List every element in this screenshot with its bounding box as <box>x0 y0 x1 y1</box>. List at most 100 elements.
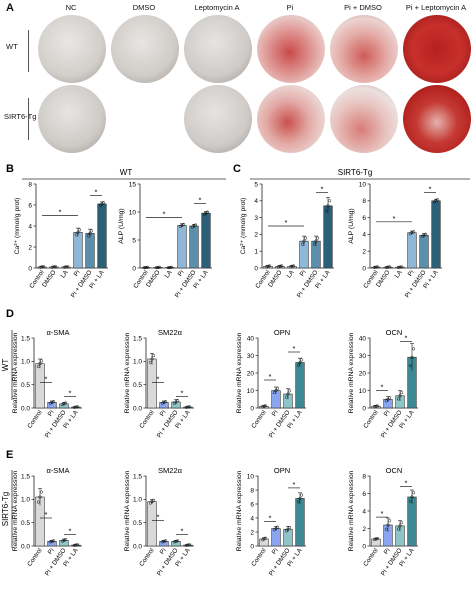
row-divider <box>28 30 29 72</box>
data-point <box>60 539 64 543</box>
data-point <box>78 228 82 232</box>
data-point <box>400 265 404 269</box>
y-tick-label: 30 <box>247 353 255 360</box>
y-axis-label: Relative mRNA expression <box>236 332 243 413</box>
data-point <box>260 538 264 542</box>
data-point <box>396 265 400 269</box>
y-tick-label: 0.5 <box>21 520 30 527</box>
data-point <box>176 398 180 403</box>
data-point <box>386 265 390 269</box>
y-tick-label: 1 <box>254 249 258 256</box>
y-tick-label: 1.5 <box>133 473 142 480</box>
y-tick-label: 10 <box>247 473 255 480</box>
y-tick-label: 0 <box>362 405 366 412</box>
data-point <box>188 543 192 547</box>
data-point <box>150 357 154 361</box>
data-point <box>376 404 380 408</box>
data-point <box>398 265 402 269</box>
x-tick-label: Pi <box>73 269 82 278</box>
y-tick-label: 0.5 <box>21 382 30 389</box>
data-point <box>50 400 54 404</box>
data-point <box>64 401 68 405</box>
plate-tg-pi-dmso <box>330 85 398 153</box>
significance-star: * <box>293 344 296 353</box>
data-point <box>36 500 40 504</box>
bar <box>147 501 157 547</box>
y-tick-label: 4 <box>28 223 32 230</box>
x-tick-label: Pi <box>47 409 56 418</box>
bar <box>177 225 187 269</box>
significance-star: * <box>321 184 324 193</box>
data-point <box>328 199 332 203</box>
data-point <box>290 264 294 268</box>
data-point <box>298 360 302 365</box>
plate-wt-pi-leptomycin <box>403 15 471 83</box>
col-header-dmso: DMSO <box>132 3 156 12</box>
y-tick-label: 0.0 <box>133 405 142 412</box>
significance-star: * <box>69 526 72 535</box>
y-tick-label: 4 <box>362 232 366 239</box>
data-point <box>144 265 148 269</box>
data-point <box>280 264 284 268</box>
data-point <box>172 540 176 544</box>
y-tick-label: 0 <box>362 543 366 550</box>
data-point <box>186 405 190 409</box>
y-tick-label: 20 <box>359 370 367 377</box>
data-point <box>76 405 80 409</box>
bar <box>85 233 95 269</box>
col-header-pi-dmso: Pi + DMSO <box>344 3 382 12</box>
data-point <box>184 543 188 547</box>
data-point <box>74 405 78 409</box>
data-point <box>268 264 272 268</box>
significance-star: * <box>157 374 160 383</box>
data-point <box>164 400 168 404</box>
data-point <box>40 265 44 269</box>
x-tick-label: LA <box>163 268 174 279</box>
data-point <box>184 405 188 409</box>
data-point <box>410 355 414 359</box>
plate-wt-dmso <box>111 15 179 83</box>
data-point <box>300 358 304 362</box>
data-point <box>374 404 378 408</box>
data-point <box>64 265 68 269</box>
significance-star: * <box>381 509 384 518</box>
plate-tg-pi <box>257 85 325 153</box>
y-axis-label: ALP (U/mg) <box>348 208 355 243</box>
data-point <box>386 397 390 401</box>
x-tick-label: Pi <box>299 269 308 278</box>
data-point <box>48 540 52 544</box>
data-point <box>154 266 158 270</box>
bar <box>97 203 107 269</box>
y-axis-label: Relative mRNA expression <box>236 470 243 551</box>
significance-star: * <box>269 514 272 523</box>
y-tick-label: 2 <box>28 244 32 251</box>
data-point <box>376 536 380 541</box>
y-tick-label: 1.0 <box>21 497 30 504</box>
data-point <box>38 362 42 366</box>
data-point <box>76 230 80 234</box>
data-point <box>388 396 392 400</box>
data-point <box>180 223 184 227</box>
data-point <box>398 524 402 528</box>
data-point <box>158 265 162 269</box>
y-axis-label: Relative mRNA expression <box>124 470 131 551</box>
y-tick-label: 0.5 <box>133 382 142 389</box>
data-point <box>62 538 66 542</box>
data-point <box>276 525 280 529</box>
data-point <box>170 265 174 269</box>
y-tick-label: 0 <box>250 543 254 550</box>
data-point <box>182 222 186 226</box>
data-point <box>262 537 266 541</box>
significance-star: * <box>59 208 62 217</box>
data-point <box>64 538 68 542</box>
data-point <box>188 405 192 409</box>
plate-wt-pi-dmso <box>330 15 398 83</box>
data-point <box>50 539 54 543</box>
data-point <box>176 539 180 543</box>
